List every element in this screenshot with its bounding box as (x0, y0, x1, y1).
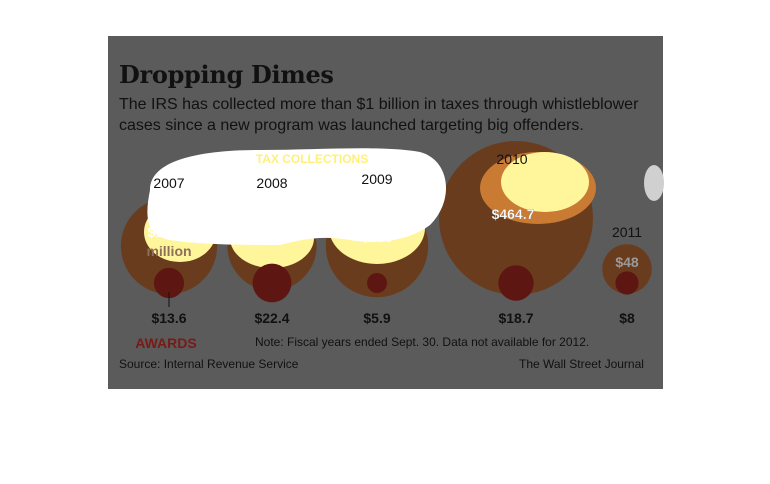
award-value-2007: $13.6 (151, 310, 186, 326)
collection-value-2011: $48 (615, 254, 639, 270)
year-label-2009: 2009 (361, 171, 392, 187)
chart-title: Dropping Dimes (119, 60, 334, 89)
award-value-2008: $22.4 (254, 310, 289, 326)
award-circles (153, 263, 639, 307)
collection-value-2009: $206 (361, 229, 392, 245)
awards-series-label: AWARDS (135, 335, 196, 351)
tax-collections-label: TAX COLLECTIONS (256, 152, 368, 166)
collection-unit-label: million (146, 243, 191, 259)
award-value-2011: $8 (619, 310, 635, 326)
award-value-2009: $5.9 (363, 310, 390, 326)
collection-bubble-2011 (602, 244, 652, 294)
chart-subtitle: The IRS has collected more than $1 billi… (119, 96, 639, 134)
year-label-2010: 2010 (496, 151, 527, 167)
collection-value-2007: $181.8 (148, 224, 191, 240)
collection-value-2008: $156 (256, 229, 287, 245)
year-label-2011: 2011 (612, 224, 642, 240)
award-bubble-2011 (615, 271, 639, 295)
year-label-2007: 2007 (153, 175, 184, 191)
highlight-spot-2010 (501, 152, 589, 212)
award-value-2010: $18.7 (498, 310, 533, 326)
chart-labels: 2007 2008 2009 2010 2011 TAX COLLECTIONS $181.… (135, 151, 642, 351)
chart-source: Source: Internal Revenue Service (119, 357, 299, 371)
award-bubble-2010 (498, 265, 534, 301)
edge-highlight (644, 165, 664, 201)
award-bubble-2008 (252, 263, 292, 303)
award-bubble-2007 (153, 267, 185, 299)
highlight-overlay (144, 148, 664, 268)
award-bubble-2009 (367, 273, 387, 293)
collection-value-2010: $464.7 (492, 206, 535, 222)
chart-credit: The Wall Street Journal (519, 357, 644, 371)
year-label-2008: 2008 (256, 175, 287, 191)
chart-note: Note: Fiscal years ended Sept. 30. Data … (255, 335, 590, 349)
highlight-band (147, 148, 447, 245)
